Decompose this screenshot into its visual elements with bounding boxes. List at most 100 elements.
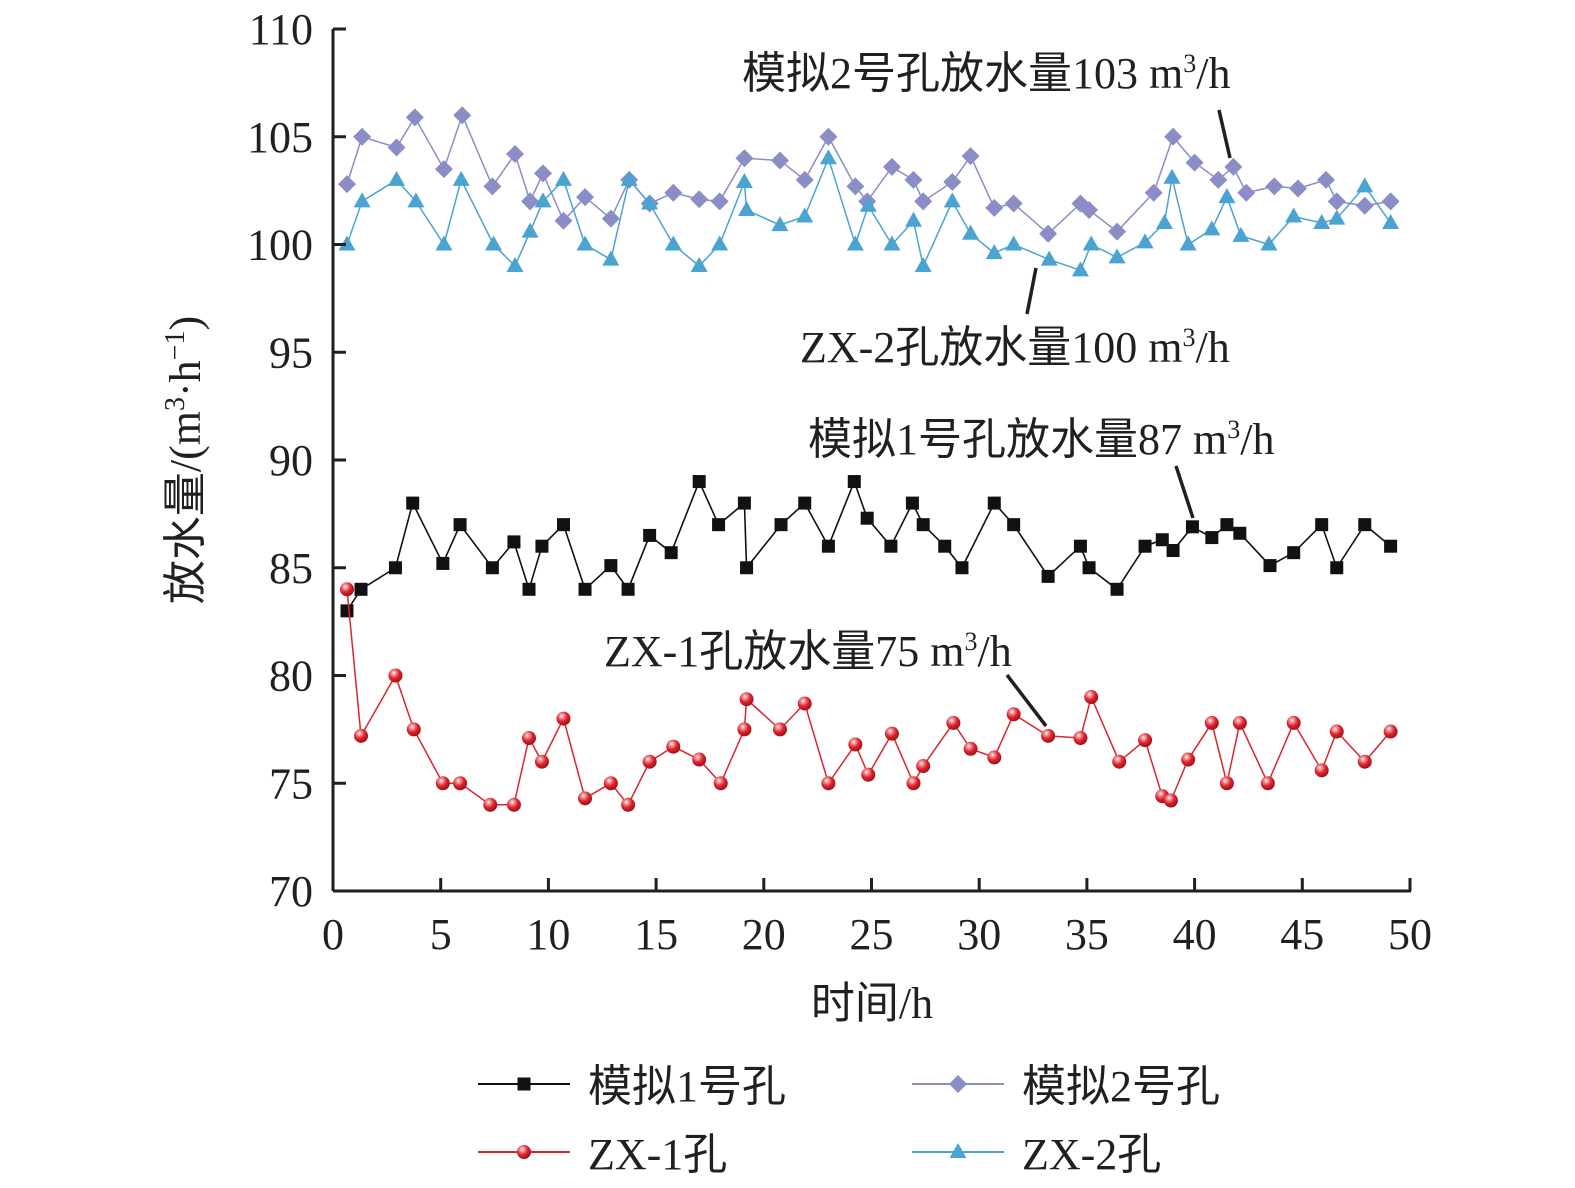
data-point <box>1382 213 1400 229</box>
data-point <box>388 668 403 683</box>
data-point <box>1108 222 1127 241</box>
data-point <box>737 496 751 510</box>
data-point <box>1080 201 1099 220</box>
data-point <box>955 561 969 575</box>
data-point <box>690 190 709 209</box>
x-tick-label: 20 <box>742 910 786 959</box>
data-point <box>535 539 549 553</box>
legend-label: 模拟2号孔 <box>1022 1062 1220 1111</box>
data-point <box>796 207 814 223</box>
data-point <box>738 201 756 217</box>
y-tick-label: 95 <box>269 328 313 377</box>
data-point <box>1006 707 1021 722</box>
legend-item: ZX-1孔 <box>478 1130 727 1179</box>
annotation-leader <box>1025 267 1038 315</box>
data-point <box>690 257 708 273</box>
data-point <box>1209 170 1228 189</box>
annotation-leader <box>1005 673 1048 728</box>
data-point <box>737 722 752 737</box>
data-point <box>483 177 502 196</box>
y-tick-label: 80 <box>269 652 313 701</box>
legend-label: ZX-2孔 <box>1022 1130 1161 1179</box>
annotation-label: 模拟1号孔放水量87 m3/h <box>808 415 1274 464</box>
data-point <box>522 582 536 596</box>
data-point <box>1155 213 1173 229</box>
data-point <box>485 561 499 575</box>
data-point <box>1219 776 1234 791</box>
data-point <box>1136 233 1154 249</box>
y-tick-label: 105 <box>247 113 313 162</box>
data-point <box>1082 235 1100 251</box>
data-point <box>946 715 961 730</box>
data-point <box>1381 192 1400 211</box>
data-point <box>434 160 453 179</box>
data-point <box>621 797 636 812</box>
data-point <box>1041 569 1055 583</box>
data-point <box>943 173 962 192</box>
data-point <box>884 726 899 741</box>
data-point <box>388 561 402 575</box>
data-point <box>506 144 525 163</box>
data-point <box>506 257 524 273</box>
data-point <box>1263 559 1277 573</box>
data-point <box>1218 188 1236 204</box>
legend-marker <box>517 1077 531 1091</box>
data-point <box>1138 539 1152 553</box>
data-point <box>938 539 952 553</box>
data-point <box>1233 526 1247 540</box>
y-tick-label: 75 <box>269 759 313 808</box>
data-point <box>735 149 754 168</box>
data-point <box>1203 220 1221 236</box>
data-point <box>534 754 549 769</box>
data-point <box>453 776 468 791</box>
legend-item: ZX-2孔 <box>912 1130 1161 1179</box>
data-point <box>387 138 406 157</box>
data-point <box>1329 724 1344 739</box>
data-point <box>521 192 540 211</box>
data-point <box>774 518 788 532</box>
data-point <box>1285 207 1303 223</box>
data-point <box>847 475 861 489</box>
x-tick-label: 25 <box>850 910 894 959</box>
x-tick-label: 15 <box>634 910 678 959</box>
data-point <box>795 170 814 189</box>
data-point <box>354 728 369 743</box>
data-point <box>388 170 406 186</box>
data-point <box>621 582 635 596</box>
data-point <box>1314 763 1329 778</box>
data-point <box>1204 715 1219 730</box>
data-point <box>407 192 425 208</box>
data-point <box>1185 520 1199 534</box>
data-point <box>1005 235 1023 251</box>
data-point <box>1163 793 1178 808</box>
data-point <box>735 173 753 189</box>
data-point <box>338 235 356 251</box>
data-point <box>1220 518 1234 532</box>
series-line <box>346 479 1392 612</box>
series-1 <box>340 475 1398 618</box>
data-point <box>1166 544 1180 558</box>
data-point <box>554 211 573 230</box>
annotation-leader <box>1217 109 1232 159</box>
annotation: ZX-1孔放水量75 m3/h <box>604 627 1048 728</box>
data-point <box>985 198 1004 217</box>
legend-marker <box>949 1143 967 1158</box>
y-tick-label: 85 <box>269 544 313 593</box>
data-point <box>1039 224 1058 243</box>
legend-label: 模拟1号孔 <box>588 1062 786 1111</box>
x-tick-label: 0 <box>322 910 344 959</box>
x-tick-label: 50 <box>1388 910 1432 959</box>
data-point <box>861 767 876 782</box>
data-point <box>522 730 537 745</box>
data-point <box>643 528 657 542</box>
data-point <box>604 559 618 573</box>
data-point <box>713 776 728 791</box>
data-point <box>846 235 864 251</box>
data-point <box>846 177 865 196</box>
data-point <box>534 164 553 183</box>
data-point <box>1328 209 1346 225</box>
data-point <box>1237 183 1256 202</box>
y-tick-label: 70 <box>269 867 313 916</box>
x-tick-label: 35 <box>1065 910 1109 959</box>
data-point <box>1082 561 1096 575</box>
